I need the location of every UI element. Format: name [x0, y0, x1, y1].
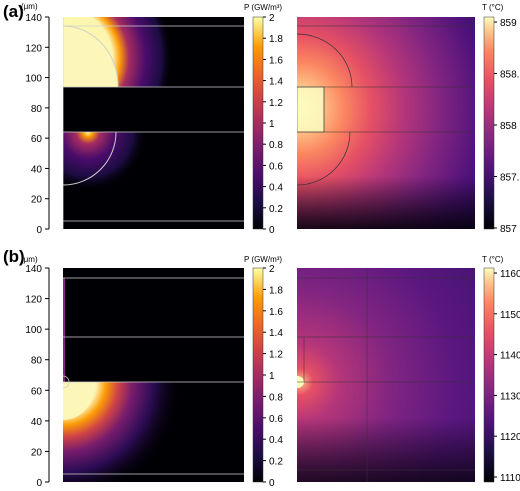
- power-cbar-b-tick-label: 0: [269, 478, 275, 489]
- panel-label-a: (a): [3, 2, 24, 21]
- temperature-colorbar-a: T (°C) 859 858.5 858 857.5 857: [482, 3, 520, 235]
- y-axis-b-tick-label: 20: [31, 447, 43, 458]
- y-axis-b-tick-label: 0: [36, 478, 42, 489]
- power-map-a: [63, 17, 244, 229]
- temp-cbar-b-tick-label: 1130: [500, 391, 520, 402]
- power-cbar-a-tick-label: 1.6: [269, 55, 283, 66]
- temperature-map-a: [297, 17, 475, 229]
- temp-cbar-b-tick-label: 1120: [500, 432, 520, 443]
- y-axis-b-tick-label: 120: [25, 295, 42, 306]
- power-cbar-b-tick-label: 0.4: [269, 435, 283, 446]
- power-cbar-a-tick-label: 0.8: [269, 140, 283, 151]
- panel-label-b: (b): [3, 247, 25, 266]
- temperature-map-b: [297, 268, 475, 482]
- power-cbar-a-tick-label: 2: [269, 13, 275, 24]
- temp-cbar-b-tick-label: 1110: [500, 473, 520, 484]
- temp-cbar-a-tick-label: 857: [500, 224, 517, 235]
- y-unit-b: (μm): [21, 255, 38, 264]
- temperature-colorbar-b: T (°C) 1160 1150 1140 1130 1120 1110: [482, 255, 520, 484]
- power-cbar-title-a: P (GW/m³): [244, 3, 282, 12]
- y-axis-a-tick-label: 80: [31, 104, 43, 115]
- y-axis-a-tick-label: 0: [36, 225, 42, 236]
- power-cbar-a-tick-label: 1.8: [269, 34, 283, 45]
- y-axis-a-tick-label: 140: [25, 13, 42, 24]
- y-axis-a-tick-label: 100: [25, 74, 42, 85]
- power-cbar-b-tick-label: 0.6: [269, 414, 283, 425]
- y-axis-a-tick-label: 60: [31, 134, 43, 145]
- power-cbar-a-tick-label: 1.2: [269, 98, 283, 109]
- power-cbar-b-tick-label: 0.2: [269, 457, 283, 468]
- temp-cbar-title-a: T (°C): [482, 3, 504, 12]
- power-map-b: [63, 268, 244, 482]
- temp-cbar-title-b: T (°C): [482, 255, 504, 264]
- y-axis-b-tick-label: 40: [31, 417, 43, 428]
- power-cbar-b-tick-label: 0.8: [269, 392, 283, 403]
- power-cbar-b-tick-label: 1.6: [269, 307, 283, 318]
- y-axis-a-tick-label: 40: [31, 164, 43, 175]
- power-cbar-a-tick-label: 1: [269, 119, 275, 130]
- power-cbar-b-tick-label: 1: [269, 371, 275, 382]
- y-unit-a: (μm): [21, 2, 38, 11]
- power-cbar-a-tick-label: 0.2: [269, 204, 283, 215]
- y-axis-a-tick-label: 20: [31, 195, 43, 206]
- temp-cbar-b-tick-label: 1160: [500, 269, 520, 280]
- temp-cbar-b-tick-label: 1150: [500, 310, 520, 321]
- temp-cbar-a-tick-label: 859: [500, 18, 517, 29]
- power-cbar-a-tick-label: 0.4: [269, 183, 283, 194]
- temp-cbar-b-tick-label: 1140: [500, 351, 520, 362]
- power-colorbar-a: P (GW/m³) 2 1.8 1.6 1.4 1.2 1 0.8 0.6 0.4 0.2 0: [244, 3, 283, 236]
- y-axis-b-tick-label: 60: [31, 386, 43, 397]
- power-cbar-b-tick-label: 1.8: [269, 285, 283, 296]
- y-axis-a-tick-label: 120: [25, 43, 42, 54]
- power-cbar-b-tick-label: 2: [269, 264, 275, 275]
- temp-cbar-a-tick-label: 858: [500, 121, 517, 132]
- y-axis-a: (μm) 140 120 100 80 60 40 20 0: [21, 2, 50, 236]
- power-cbar-a-tick-label: 0: [269, 225, 275, 236]
- y-axis-b-tick-label: 140: [25, 264, 42, 275]
- power-colorbar-b: P (GW/m³) 2 1.8 1.6 1.4 1.2 1 0.8 0.6 0.4 0.2 0: [244, 255, 283, 489]
- y-axis-b-tick-label: 100: [25, 325, 42, 336]
- power-cbar-title-b: P (GW/m³): [244, 255, 282, 264]
- power-cbar-a-tick-label: 1.4: [269, 77, 283, 88]
- power-cbar-b-tick-label: 1.2: [269, 350, 283, 361]
- y-axis-b-tick-label: 80: [31, 356, 43, 367]
- power-cbar-b-tick-label: 1.4: [269, 328, 283, 339]
- temp-cbar-a-tick-label: 858.5: [500, 70, 520, 81]
- power-cbar-a-tick-label: 0.6: [269, 161, 283, 172]
- temp-cbar-a-tick-label: 857.5: [500, 173, 520, 184]
- y-axis-b: (μm) 140 120 100 80 60 40 20 0: [21, 255, 50, 489]
